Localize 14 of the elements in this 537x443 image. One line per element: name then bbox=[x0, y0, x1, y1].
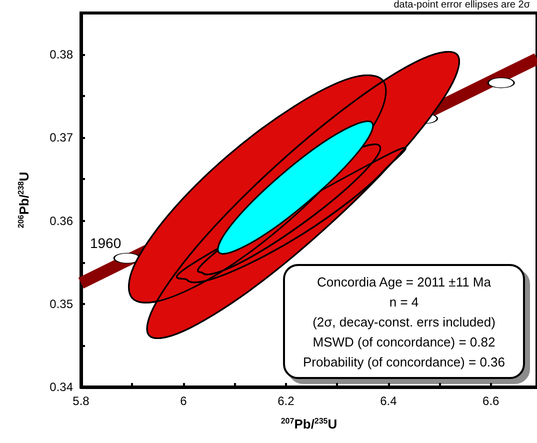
y-tick-label: 0.38 bbox=[50, 48, 74, 62]
y-tick-label: 0.35 bbox=[50, 296, 74, 311]
text: data-point error ellipses are 2σ bbox=[394, 0, 531, 10]
x-tick-label: 6.2 bbox=[278, 394, 295, 408]
y-tick-label: 0.37 bbox=[50, 130, 74, 145]
y-axis-title: 206Pb/238U bbox=[16, 172, 32, 228]
annotation: 1960 bbox=[90, 235, 122, 252]
x-tick-label: 6 bbox=[180, 394, 188, 408]
x-tick-label: 6.6 bbox=[482, 394, 500, 408]
y-tick-label: 0.36 bbox=[50, 214, 74, 228]
x-tick-label: 5.8 bbox=[72, 394, 90, 408]
annotation: Concordia Age = 2011 ±11 Ma n = 4 (2σ, decay-const. errs included) MSWD (of concordance) = 0.82 Probability (of concordance) = 0.36 bbox=[303, 274, 505, 370]
y-tick-label: 0.34 bbox=[50, 380, 74, 394]
x-tick-label: 6.4 bbox=[380, 394, 398, 408]
